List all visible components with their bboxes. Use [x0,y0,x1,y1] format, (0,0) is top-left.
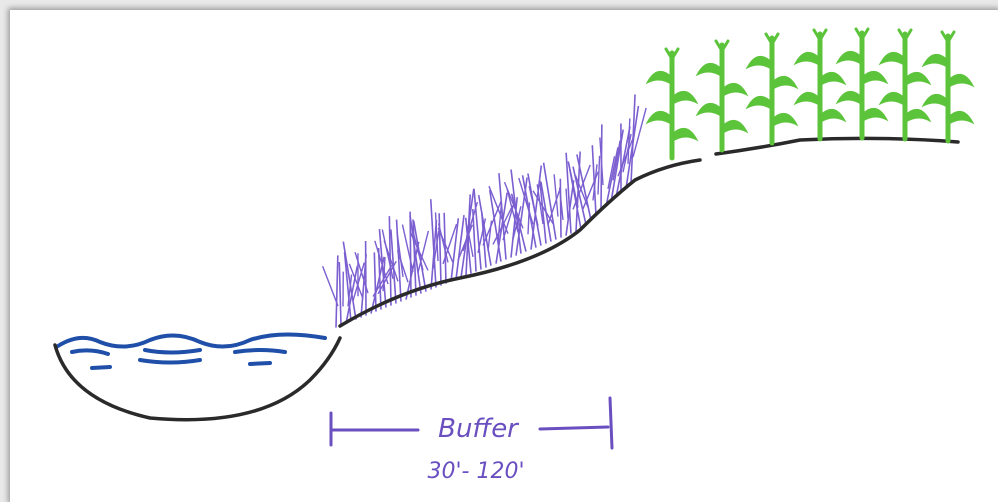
wave [250,363,270,364]
wave [92,367,110,368]
diagram: Buffer 30'- 120' [0,0,998,502]
buffer-label: Buffer [438,414,520,444]
tick-right [610,398,612,448]
dimension-line-right [540,427,608,429]
grass-blade [560,179,561,238]
wave [235,350,285,352]
buffer-width: 30'- 120' [427,459,524,484]
